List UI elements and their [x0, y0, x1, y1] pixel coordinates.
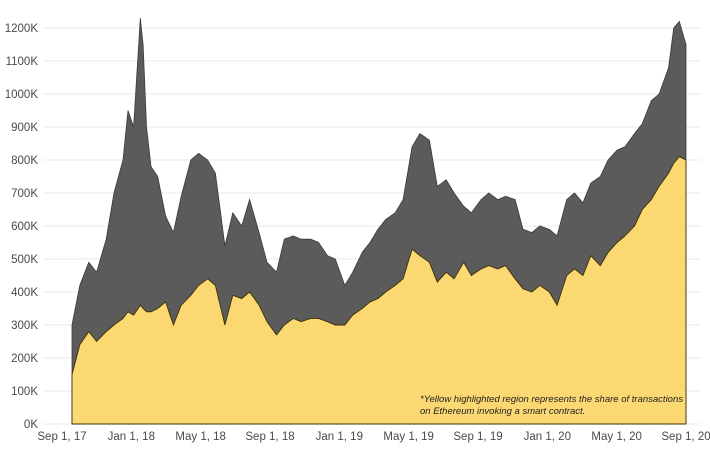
y-tick-label: 1100K [6, 56, 39, 68]
y-tick-label: 0K [24, 419, 38, 431]
x-tick-label: Sep 1, 17 [37, 431, 86, 443]
chart-annotation: *Yellow highlighted region represents th… [420, 394, 683, 417]
y-tick-label: 100K [11, 386, 38, 398]
y-tick-label: 500K [11, 254, 38, 266]
x-tick-label: Sep 1, 18 [245, 431, 294, 443]
x-tick-label: Jan 1, 20 [524, 431, 571, 443]
y-tick-label: 300K [11, 320, 38, 332]
x-tick-label: Sep 1, 20 [661, 431, 710, 443]
y-tick-label: 600K [11, 221, 38, 233]
x-tick-label: May 1, 19 [383, 431, 434, 443]
y-tick-label: 700K [11, 188, 38, 200]
series-areas [71, 18, 687, 425]
y-tick-label: 1200K [5, 23, 39, 35]
x-tick-label: Sep 1, 19 [453, 431, 502, 443]
y-tick-label: 800K [11, 155, 38, 167]
x-tick-label: Jan 1, 18 [108, 431, 155, 443]
y-tick-label: 200K [11, 353, 38, 365]
x-tick-label: Jan 1, 19 [316, 431, 363, 443]
y-axis-ticks: 0K 100K 200K 300K 400K 500K 600K 700K 800K 900K 10… [5, 23, 39, 431]
annotation-line-1: *Yellow highlighted region represents th… [420, 394, 683, 405]
annotation-line-2: on Ethereum invoking a smart contract. [420, 406, 585, 417]
series-area-smart-contract [71, 156, 687, 425]
x-tick-label: May 1, 20 [591, 431, 642, 443]
x-tick-label: May 1, 18 [175, 431, 226, 443]
y-tick-label: 900K [11, 122, 38, 134]
x-axis-ticks: Sep 1, 17 Jan 1, 18 May 1, 18 Sep 1, 18 Jan … [37, 431, 710, 443]
y-tick-label: 400K [11, 287, 38, 299]
y-tick-label: 1000K [5, 89, 39, 101]
